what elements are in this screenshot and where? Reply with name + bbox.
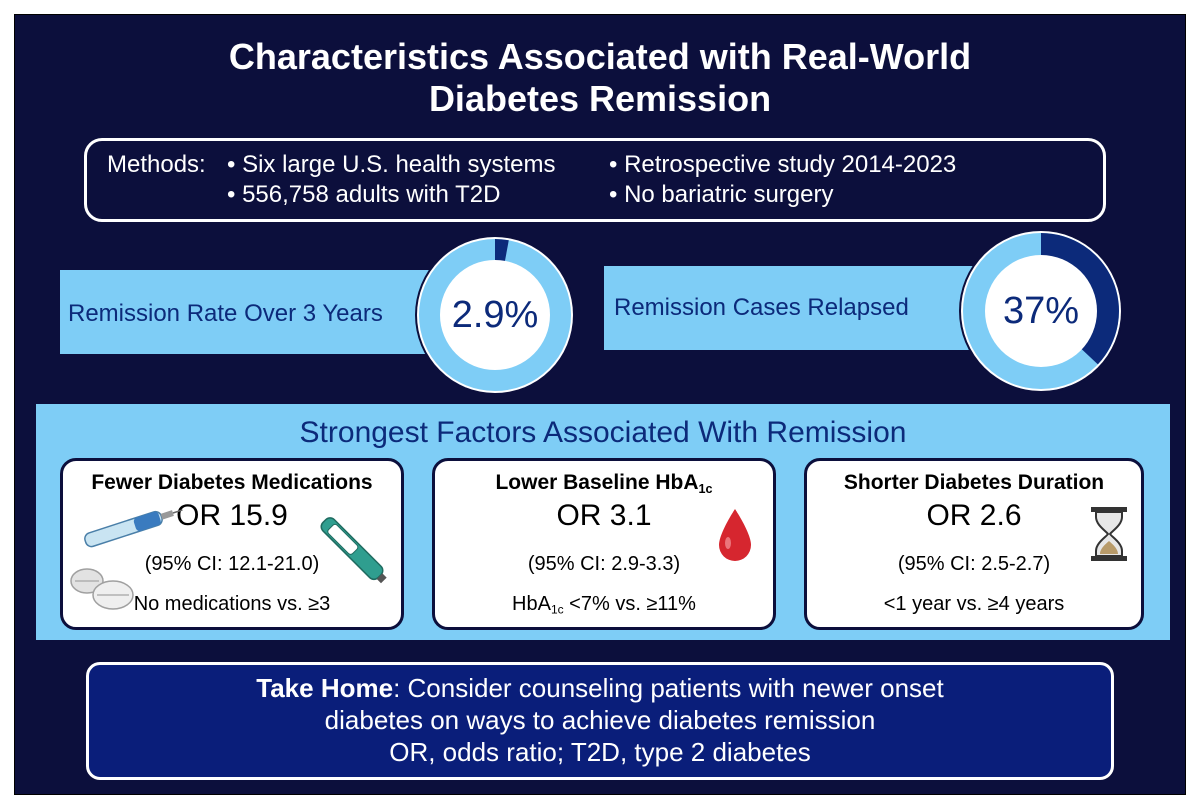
take-home-heading: Take Home bbox=[256, 673, 394, 703]
take-home-line-2: diabetes on ways to achieve diabetes rem… bbox=[324, 705, 876, 735]
relapse-box: Remission Cases Relapsed bbox=[604, 266, 1010, 350]
relapse-label: Remission Cases Relapsed bbox=[614, 294, 909, 321]
card-confidence-interval: (95% CI: 2.5-2.7) bbox=[897, 553, 1051, 575]
take-home-text: : Consider counseling patients with newe… bbox=[393, 673, 944, 703]
donut-hole bbox=[440, 260, 550, 370]
card-confidence-interval: (95% CI: 12.1-21.0) bbox=[144, 553, 320, 575]
relapse-value: 37% bbox=[1002, 290, 1080, 332]
card-comparison: HbA1c <7% vs. ≥11% bbox=[435, 593, 773, 617]
card-comparison-subscript: 1c bbox=[550, 602, 564, 617]
remission-rate-donut bbox=[415, 235, 575, 395]
take-home-line-1: Take Home: Consider counseling patients … bbox=[89, 673, 1111, 704]
card-comparison: <1 year vs. ≥4 years bbox=[883, 593, 1065, 615]
methods-label: Methods: bbox=[107, 151, 206, 178]
card-confidence-interval: (95% CI: 2.9-3.3) bbox=[527, 553, 681, 575]
factor-card-medications: Fewer Diabetes Medications OR 15.9 (95% … bbox=[60, 458, 404, 630]
card-odds-ratio: OR 2.6 bbox=[926, 499, 1022, 532]
card-title-subscript: 1c bbox=[698, 481, 713, 496]
insulin-pen-green-icon bbox=[320, 517, 387, 584]
insulin-pen-icon bbox=[84, 509, 183, 548]
abbreviations: OR, odds ratio; T2D, type 2 diabetes bbox=[389, 737, 811, 767]
remission-rate-value: 2.9% bbox=[451, 294, 539, 336]
card-title: Lower Baseline HbA1c bbox=[435, 471, 773, 496]
page-title: Characteristics Associated with Real-Wor… bbox=[0, 36, 1200, 120]
card-title: Shorter Diabetes Duration bbox=[843, 471, 1105, 494]
factor-card-duration: Shorter Diabetes Duration OR 2.6 (95% CI… bbox=[804, 458, 1144, 630]
factor-card-hba1c: Lower Baseline HbA1c OR 3.1 (95% CI: 2.9… bbox=[432, 458, 776, 630]
hourglass-icon bbox=[1091, 507, 1127, 561]
methods-bullet-retrospective: • Retrospective study 2014-2023 bbox=[609, 151, 957, 178]
methods-box: Methods: • Six large U.S. health systems… bbox=[84, 138, 1106, 222]
take-home-box: Take Home: Consider counseling patients … bbox=[86, 662, 1114, 780]
card-title: Fewer Diabetes Medications bbox=[91, 471, 373, 494]
methods-bullet-health-systems: • Six large U.S. health systems bbox=[227, 151, 556, 178]
card-odds-ratio: OR 3.1 bbox=[556, 499, 652, 532]
title-line-2: Diabetes Remission bbox=[428, 78, 772, 119]
card-comparison-pre: HbA bbox=[512, 593, 551, 615]
methods-bullet-no-surgery: • No bariatric surgery bbox=[609, 181, 834, 208]
remission-rate-box: Remission Rate Over 3 Years bbox=[60, 270, 460, 354]
card-comparison-post: <7% vs. ≥11% bbox=[563, 593, 696, 615]
remission-rate-label: Remission Rate Over 3 Years bbox=[68, 300, 383, 327]
factors-title: Strongest Factors Associated With Remiss… bbox=[299, 416, 907, 449]
donut-hole bbox=[985, 255, 1097, 367]
pills-icon bbox=[70, 568, 134, 610]
card-title-text: Lower Baseline HbA bbox=[495, 471, 699, 494]
blood-drop-icon bbox=[719, 509, 751, 561]
card-comparison: No medications vs. ≥3 bbox=[133, 593, 331, 615]
card-odds-ratio: OR 15.9 bbox=[176, 499, 288, 532]
relapse-donut bbox=[959, 229, 1123, 393]
title-line-1: Characteristics Associated with Real-Wor… bbox=[228, 36, 972, 77]
methods-bullet-adults: • 556,758 adults with T2D bbox=[227, 181, 501, 208]
